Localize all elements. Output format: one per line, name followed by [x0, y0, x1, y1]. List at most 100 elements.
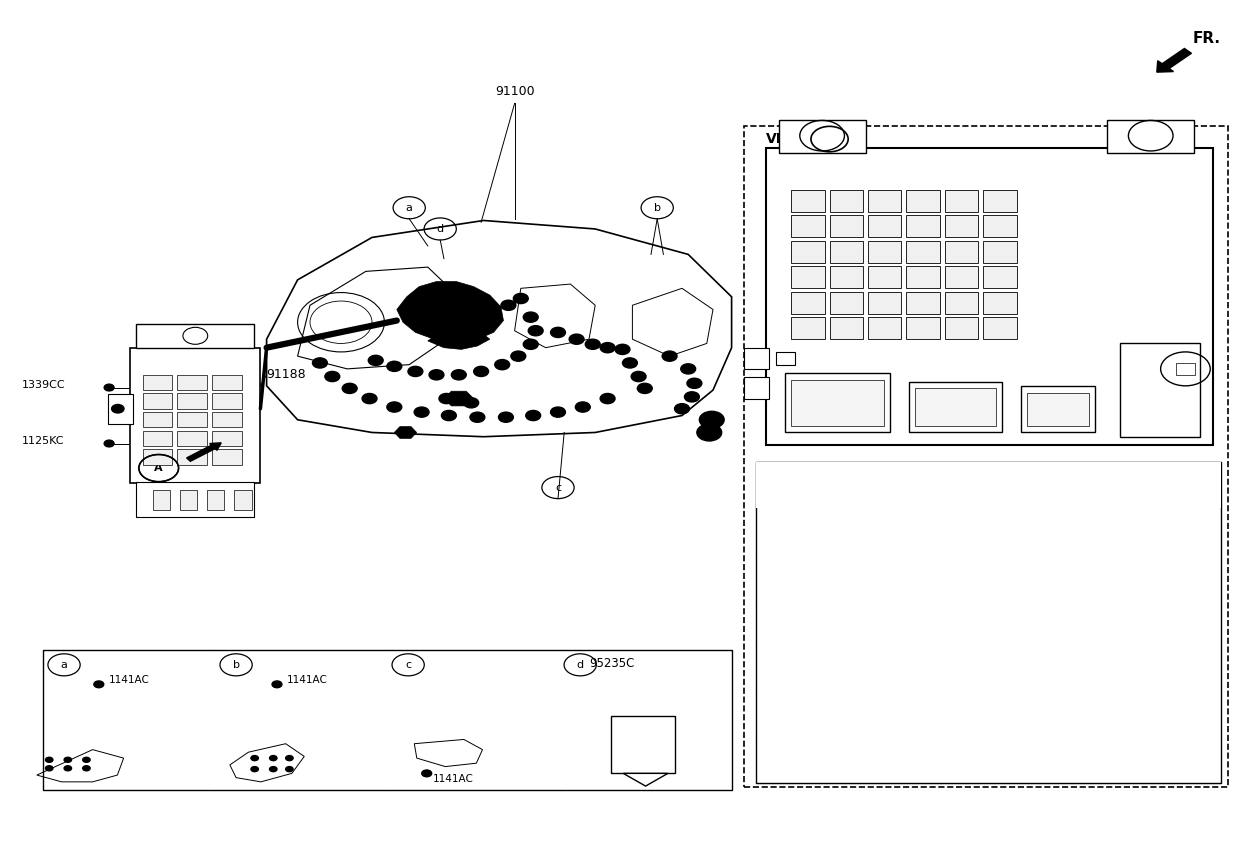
Bar [791, 190, 825, 212]
Circle shape [387, 361, 402, 371]
Text: d: d [436, 224, 444, 234]
Bar [906, 215, 940, 237]
Text: c: c [921, 224, 925, 229]
Bar [983, 241, 1017, 263]
Bar [177, 375, 207, 390]
Text: 18790S: 18790S [884, 617, 926, 628]
Circle shape [675, 404, 689, 414]
Circle shape [528, 326, 543, 336]
Bar [830, 215, 863, 237]
Bar [909, 382, 1002, 432]
Bar [779, 120, 866, 153]
Circle shape [600, 343, 615, 353]
Text: a: a [405, 203, 413, 213]
Circle shape [585, 339, 600, 349]
Text: c: c [844, 224, 848, 229]
Circle shape [83, 757, 91, 762]
Text: a: a [844, 300, 848, 305]
Text: c: c [998, 224, 1002, 229]
Bar [143, 375, 172, 390]
Bar [180, 490, 197, 510]
Bar [868, 317, 901, 339]
Text: MINI - FUSE 20A: MINI - FUSE 20A [1049, 663, 1138, 673]
Bar [212, 375, 242, 390]
Text: 1141AC: 1141AC [286, 675, 327, 685]
Circle shape [697, 424, 722, 441]
Bar [756, 462, 1221, 783]
Bar [906, 266, 940, 288]
Circle shape [615, 344, 630, 354]
Circle shape [699, 411, 724, 428]
FancyArrow shape [186, 443, 221, 461]
Text: 95235C: 95235C [589, 656, 634, 670]
Text: VIEW: VIEW [766, 132, 807, 146]
Bar [791, 317, 825, 339]
Text: a: a [921, 198, 925, 204]
Circle shape [408, 366, 423, 377]
Text: b: b [998, 326, 1002, 331]
Text: a: a [921, 300, 925, 305]
Circle shape [441, 410, 456, 421]
Circle shape [569, 334, 584, 344]
Text: b: b [806, 224, 810, 229]
Circle shape [474, 366, 489, 377]
Text: MINI - FUSE 25A: MINI - FUSE 25A [1049, 709, 1138, 719]
Bar [906, 317, 940, 339]
Circle shape [94, 681, 104, 688]
Text: MINI - FUSE 30A: MINI - FUSE 30A [1049, 755, 1138, 765]
Text: MINI - FUSE 10A: MINI - FUSE 10A [1049, 572, 1138, 582]
Bar [744, 348, 769, 369]
Circle shape [451, 370, 466, 380]
Text: SYMBOL: SYMBOL [773, 478, 828, 492]
Bar [945, 292, 978, 314]
Bar [983, 266, 1017, 288]
Bar [153, 490, 170, 510]
Text: d: d [796, 663, 805, 673]
Circle shape [387, 402, 402, 412]
Text: 18790R: 18790R [884, 572, 926, 582]
Bar [143, 431, 172, 446]
Bar [868, 215, 901, 237]
Bar [108, 394, 133, 424]
Bar [1176, 363, 1195, 375]
Bar [766, 148, 1213, 445]
Bar [868, 292, 901, 314]
Circle shape [269, 756, 277, 761]
Circle shape [269, 767, 277, 772]
Text: b: b [796, 572, 805, 582]
Circle shape [637, 383, 652, 393]
Bar [830, 292, 863, 314]
Circle shape [104, 440, 114, 447]
Text: c: c [844, 275, 848, 280]
Circle shape [513, 293, 528, 304]
Bar [43, 650, 732, 790]
Text: a: a [921, 249, 925, 254]
Text: e: e [960, 300, 963, 305]
Text: e: e [883, 300, 887, 305]
Bar [983, 317, 1017, 339]
Circle shape [46, 766, 53, 771]
Text: f: f [807, 326, 808, 331]
Text: d: d [806, 198, 810, 204]
Text: b: b [883, 198, 887, 204]
Text: A: A [825, 132, 835, 146]
Bar [868, 241, 901, 263]
Bar [983, 190, 1017, 212]
Text: f: f [799, 755, 804, 765]
Circle shape [575, 402, 590, 412]
Circle shape [600, 393, 615, 404]
Polygon shape [428, 331, 490, 349]
Circle shape [495, 360, 510, 370]
Bar [136, 324, 254, 348]
Bar [143, 449, 172, 465]
Text: b: b [960, 198, 963, 204]
Text: MINI - FUSE 7.5A: MINI - FUSE 7.5A [1047, 526, 1140, 536]
Text: b: b [960, 275, 963, 280]
Bar [212, 449, 242, 465]
Text: c: c [405, 660, 412, 670]
Bar [143, 393, 172, 409]
Text: c: c [998, 275, 1002, 280]
Bar [136, 482, 254, 517]
Text: a: a [844, 198, 848, 204]
Bar [1120, 343, 1200, 437]
